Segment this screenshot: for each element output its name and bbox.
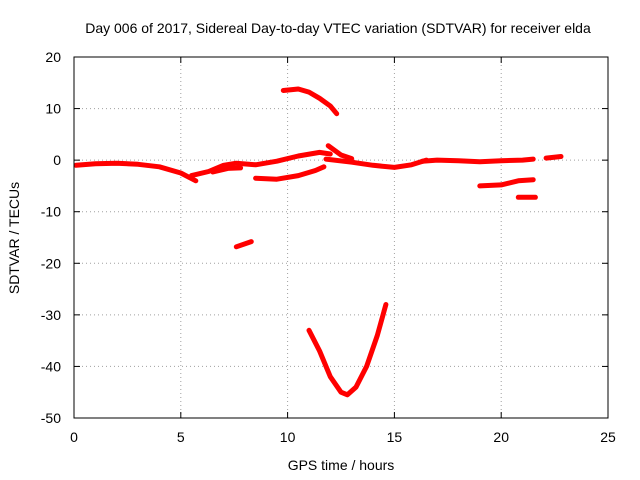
seg-evening-low — [477, 177, 536, 189]
chart-title: Day 006 of 2017, Sidereal Day-to-day VTE… — [85, 20, 591, 36]
seg-late — [543, 154, 564, 161]
seg-main-4 — [419, 156, 536, 165]
x-tick-label: 10 — [280, 429, 296, 445]
x-tick-label: 20 — [493, 429, 509, 445]
y-tick-label: -50 — [41, 410, 61, 426]
seg-lower-track — [253, 164, 327, 182]
seg-peak — [280, 86, 340, 117]
y-tick-label: 0 — [53, 152, 61, 168]
x-tick-label: 25 — [600, 429, 616, 445]
x-axis-label: GPS time / hours — [288, 457, 395, 473]
y-tick-label: -10 — [41, 204, 61, 220]
seg-cross — [325, 143, 355, 162]
seg-main-1 — [73, 160, 199, 184]
seg-afternoon-rise — [210, 165, 244, 175]
axis-ticks — [73, 56, 609, 419]
y-tick-label: -30 — [41, 307, 61, 323]
x-tick-label: 15 — [387, 429, 403, 445]
grid — [74, 57, 608, 418]
tick-labels: 0 5 10 15 20 25 20 10 0 -10 -20 -30 -40 -50 — [41, 49, 616, 445]
seg-main-3 — [323, 156, 429, 170]
y-tick-label: -40 — [41, 358, 61, 374]
series-group — [73, 86, 564, 398]
y-tick-label: -20 — [41, 255, 61, 271]
plot-frame — [73, 56, 609, 419]
y-axis-label: SDTVAR / TECUs — [6, 182, 22, 294]
x-tick-label: 0 — [70, 429, 78, 445]
y-tick-label: 10 — [45, 101, 61, 117]
seg-isolated — [233, 239, 254, 250]
y-tick-label: 20 — [45, 49, 61, 65]
seg-dip — [306, 302, 389, 398]
x-tick-label: 5 — [177, 429, 185, 445]
